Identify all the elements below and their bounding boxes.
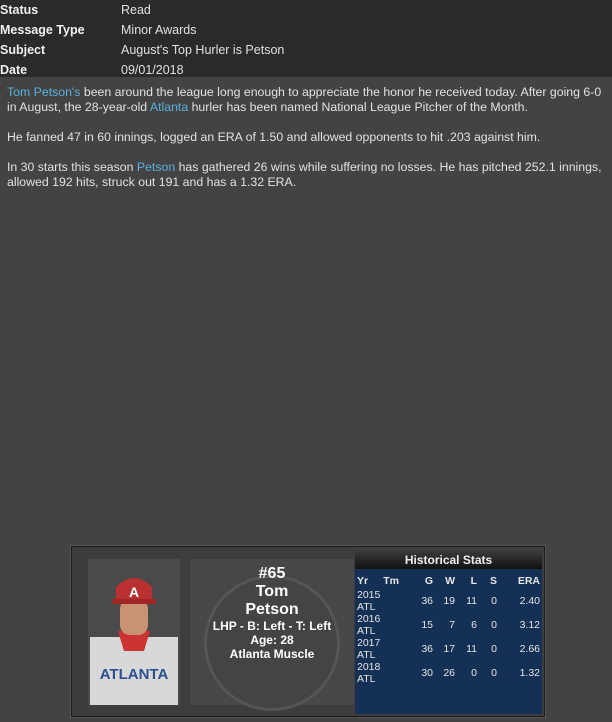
type-label: Message Type [0,23,85,37]
paragraph-2: He fanned 47 in 60 innings, logged an ER… [7,130,541,144]
col-l: L [470,574,477,587]
player-bio: LHP - B: Left - T: Left [212,619,332,633]
paragraph-1: Tom Petson's been around the league long… [7,85,605,115]
era: 2.40 [519,595,540,607]
l: 11 [466,595,477,607]
stats-title: Historical Stats [355,551,542,569]
w: 17 [443,643,455,655]
team: ATL [357,673,376,685]
l: 6 [471,619,477,631]
table-row: 2017 ATL 36 17 11 0 2.66 [355,637,542,661]
l: 11 [466,643,477,655]
stats-table: Yr Tm G W L S ERA 2015 ATL 36 19 11 0 2.40 20… [355,572,542,686]
year: 2016 [357,613,381,625]
player-last-name: Petson [245,601,299,618]
date-row: Date 09/01/2018 [0,60,612,80]
s: 0 [491,619,497,631]
player-link[interactable]: Petson [136,160,176,174]
table-row: 2018 ATL 30 26 0 0 1.32 [355,661,542,685]
year-team: 2017 ATL [355,637,401,661]
subject-row: Subject August's Top Hurler is Petson [0,40,612,60]
type-value: Minor Awards [121,23,197,37]
col-tm: Tm [383,574,399,587]
message-body: Tom Petson's been around the league long… [0,77,612,213]
player-number: #65 [258,565,286,582]
player-age: Age: 28 [250,633,294,647]
year-team: 2018 ATL [355,661,401,685]
player-info: #65 Tom Petson LHP - B: Left - T: Left A… [190,559,354,711]
team: ATL [357,625,376,637]
col-w: W [445,574,455,587]
status-label: Status [0,3,39,17]
text: has gathered 26 wins while suffering no … [7,160,602,189]
team: ATL [357,649,376,661]
col-s: S [489,574,497,587]
g: 36 [421,643,433,655]
historical-stats: Historical Stats Yr Tm G W L S ERA 2015 … [355,551,542,714]
s: 0 [491,595,497,607]
type-row: Message Type Minor Awards [0,20,612,40]
team-link[interactable]: Atlanta [149,100,189,114]
message-header: Status Read Message Type Minor Awards Subj… [0,0,612,77]
era: 2.66 [519,643,540,655]
year: 2015 [357,589,381,601]
team-crest-icon [204,575,340,711]
g: 15 [421,619,433,631]
player-first-name: Tom [255,583,289,600]
g: 30 [421,667,433,679]
s: 0 [491,667,497,679]
col-era: ERA [517,574,540,587]
l: 0 [471,667,477,679]
w: 19 [443,595,455,607]
stats-header-row: Yr Tm G W L S ERA [355,572,542,589]
date-label: Date [0,63,28,77]
table-row: 2016 ATL 15 7 6 0 3.12 [355,613,542,637]
date-value: 09/01/2018 [121,63,184,77]
team: ATL [357,601,376,613]
w: 26 [443,667,455,679]
col-yr: Yr [357,574,369,587]
subject-value: August's Top Hurler is Petson [121,43,285,57]
era: 3.12 [519,619,540,631]
year: 2018 [357,661,381,673]
cap-letter: A [129,584,139,600]
paragraph-3: In 30 starts this season Petson has gath… [7,160,605,190]
year-team: 2016 ATL [355,613,401,637]
year-team: 2015 ATL [355,589,401,613]
s: 0 [491,643,497,655]
year: 2017 [357,637,381,649]
subject-label: Subject [0,43,46,57]
player-photo[interactable]: A ATLANTA [88,559,180,705]
player-link[interactable]: Tom Petson's [7,85,81,99]
player-team[interactable]: Atlanta Muscle [229,647,315,661]
era: 1.32 [519,667,540,679]
status-value: Read [121,3,151,17]
text: hurler has been named National League Pi… [188,100,528,114]
w: 7 [449,619,455,631]
text: In 30 starts this season [7,160,137,174]
jersey-text: ATLANTA [100,666,169,683]
player-card: A ATLANTA #65 Tom Petson LHP - B: Left -… [71,546,545,717]
status-row: Status Read [0,0,612,20]
g: 36 [421,595,433,607]
col-g: G [424,574,433,587]
table-row: 2015 ATL 36 19 11 0 2.40 [355,589,542,613]
text: been around the league long enough to ap… [7,85,602,114]
